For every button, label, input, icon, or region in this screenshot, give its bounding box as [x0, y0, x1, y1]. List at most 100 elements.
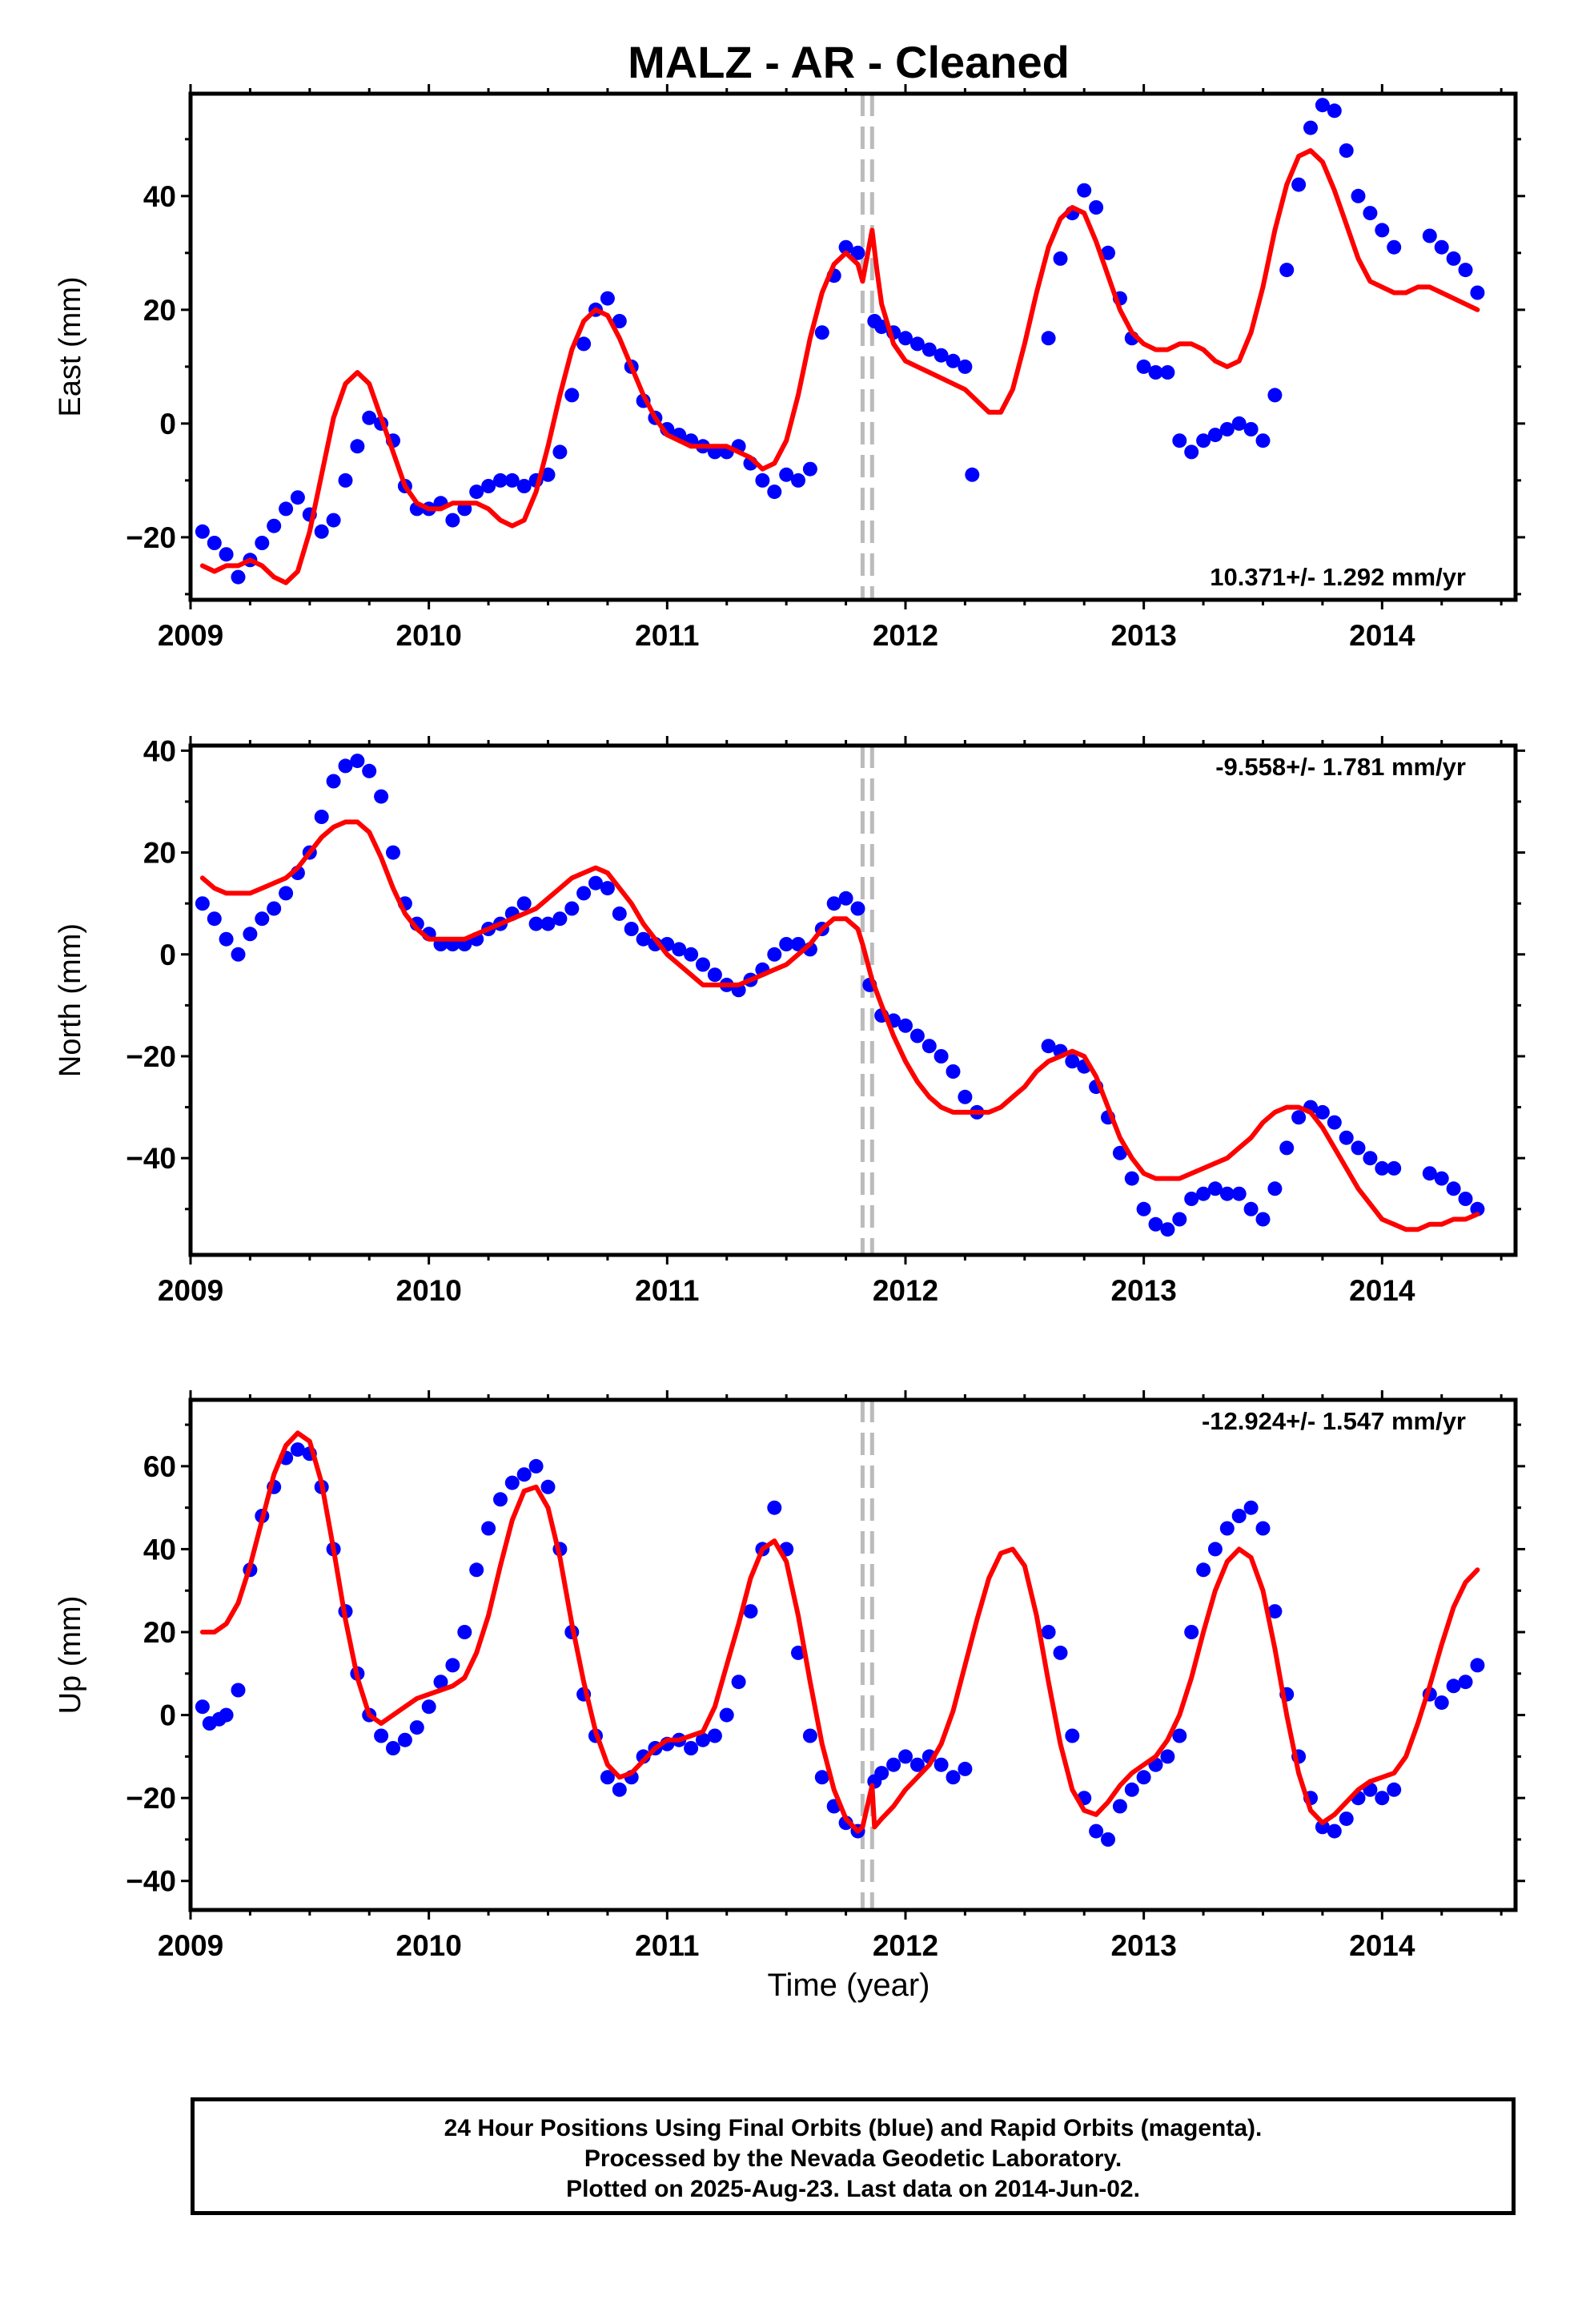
- y-tick-label: 40: [143, 180, 176, 213]
- x-tick-label: 2014: [1349, 619, 1415, 652]
- x-tick-label: 2012: [873, 619, 938, 652]
- footer-line-1: 24 Hour Positions Using Final Orbits (bl…: [444, 2115, 1263, 2141]
- data-point: [1243, 422, 1259, 436]
- y-tick-label: 40: [143, 734, 176, 767]
- data-point: [1101, 245, 1115, 260]
- data-point: [1422, 1166, 1437, 1181]
- x-tick-label: 2010: [396, 619, 462, 652]
- data-point: [909, 336, 925, 352]
- data-point: [1172, 433, 1187, 448]
- data-point: [707, 967, 722, 983]
- data-point: [1351, 188, 1366, 203]
- plot-frame: [188, 743, 1518, 1257]
- data-point: [719, 1707, 734, 1723]
- data-point: [1219, 1521, 1235, 1536]
- data-point: [934, 1049, 949, 1063]
- data-point: [1434, 1171, 1449, 1186]
- data-point: [195, 1699, 210, 1715]
- data-point: [516, 479, 532, 493]
- y-tick-label: −20: [126, 521, 176, 554]
- data-point: [255, 536, 270, 550]
- x-tick-label: 2009: [158, 619, 223, 652]
- data-point: [1291, 1110, 1307, 1125]
- x-tick-label: 2011: [635, 1274, 699, 1307]
- y-tick-label: 20: [143, 1616, 176, 1649]
- data-point: [1053, 1645, 1068, 1660]
- data-point: [1458, 263, 1473, 278]
- x-tick-label: 2009: [158, 1274, 223, 1307]
- data-point: [1303, 120, 1318, 135]
- data-point: [684, 947, 699, 962]
- data-point: [1458, 1675, 1473, 1690]
- data-point: [850, 901, 865, 916]
- data-point: [612, 314, 627, 328]
- north-panel: 2009 2010 2011 2012 2013 2014 −40 −20 0 20 40 North…: [54, 734, 1525, 1307]
- east-panel: 2009 2010 2011 2012 2013 2014 −20 0 20 40 East (mm…: [54, 84, 1525, 652]
- data-point: [743, 1604, 758, 1619]
- data-point: [374, 789, 389, 804]
- chart-title: MALZ - AR - Cleaned: [628, 37, 1070, 87]
- data-point: [314, 810, 329, 824]
- data-point: [636, 931, 651, 947]
- data-point: [1446, 1679, 1461, 1694]
- plot-frame: [188, 91, 1518, 602]
- data-point: [1160, 1222, 1175, 1237]
- velocity-annotation: -12.924+/- 1.547 mm/yr: [1202, 1407, 1466, 1435]
- data-point: [1089, 1823, 1104, 1839]
- data-point: [1255, 1212, 1271, 1227]
- data-point: [1255, 433, 1271, 448]
- data-point: [838, 239, 853, 255]
- data-point: [767, 485, 782, 500]
- data-point: [1446, 1181, 1461, 1196]
- data-point: [1231, 1186, 1247, 1201]
- data-point: [195, 896, 210, 911]
- data-point: [791, 472, 805, 488]
- data-point: [767, 1500, 782, 1515]
- data-point: [1315, 1104, 1330, 1120]
- y-tick-label: −20: [126, 1782, 176, 1815]
- data-point: [1458, 1192, 1473, 1206]
- data-point: [1434, 239, 1449, 255]
- data-point: [612, 1782, 627, 1797]
- model-fit-line: [199, 148, 1480, 585]
- data-point: [1363, 1151, 1378, 1166]
- data-point: [552, 444, 568, 460]
- y-tick-label: 20: [143, 294, 176, 327]
- data-point: [600, 291, 615, 306]
- data-point: [791, 1645, 805, 1660]
- data-point: [231, 1683, 246, 1698]
- data-point: [255, 911, 270, 927]
- x-tick-label: 2012: [873, 1929, 938, 1962]
- data-point: [564, 388, 580, 403]
- data-point: [850, 245, 865, 260]
- data-point: [1387, 1160, 1402, 1176]
- data-point: [1160, 365, 1175, 380]
- data-point: [1255, 1521, 1271, 1536]
- data-point: [612, 906, 627, 921]
- data-point: [1339, 1811, 1354, 1827]
- data-point: [1387, 1782, 1402, 1797]
- data-point: [921, 1039, 937, 1054]
- data-point: [374, 1728, 389, 1743]
- plot-frame: [188, 1397, 1518, 1912]
- data-point: [1184, 1192, 1199, 1206]
- data-point: [1339, 1130, 1354, 1145]
- data-point: [624, 922, 639, 936]
- data-point: [279, 886, 294, 901]
- data-point: [219, 547, 234, 562]
- data-point: [314, 524, 329, 539]
- data-point: [946, 1770, 961, 1785]
- x-tick-label: 2009: [158, 1929, 223, 1962]
- data-point: [279, 501, 294, 517]
- data-point: [1327, 103, 1342, 119]
- data-point: [409, 1720, 424, 1735]
- data-point: [207, 911, 222, 927]
- data-point: [231, 569, 246, 585]
- x-axis-label: Time (year): [768, 1968, 930, 2003]
- data-point: [540, 916, 556, 931]
- data-point: [338, 472, 353, 488]
- data-point: [445, 513, 460, 528]
- data-point: [1148, 365, 1163, 380]
- data-point: [1124, 1782, 1139, 1797]
- data-point: [504, 472, 520, 488]
